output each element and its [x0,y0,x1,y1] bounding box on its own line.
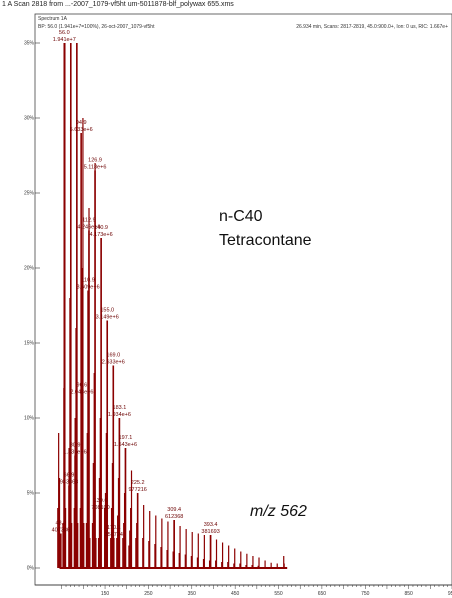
scan-info: 26.934 min, Scans: 2817-2819, 45.0:900.0… [296,24,448,30]
peak-label-abundance: 4.173e+6 [90,232,113,238]
peak-label-abundance: 1.336e+6 [64,450,87,456]
peak-label-mz: 169.0 [106,353,120,359]
x-tick-label: 750 [361,591,370,597]
peak-label-abundance: 1.934e+6 [108,412,131,418]
compound-name: n-C40 [219,208,263,225]
x-tick-label: 350 [188,591,197,597]
x-tick-label: 950 [448,591,452,597]
peak-label-mz: 80.9 [70,443,81,449]
peak-label-abundance: 3.609e+6 [77,285,100,291]
peak-label-mz: 139.6 [94,498,108,504]
peak-label-abundance: 3.149e+6 [96,315,119,321]
peak-label-mz: 48.0 [55,521,66,527]
peak-label-mz: 126.9 [88,158,102,164]
peak-label-abundance: 407386 [52,528,70,534]
y-tick-label: 35% [24,41,35,47]
compound-fullname: Tetracontane [219,232,312,249]
peak-label-abundance: 5.633e+6 [70,127,93,133]
peak-label-abundance: 4.246e+6 [77,225,100,231]
y-tick-label: 25% [24,191,35,197]
peak-label-abundance: 1.941e+7 [53,37,76,43]
chart-title: 1 A Scan 2818 from ...-2007_1079-vf5ht u… [2,1,234,8]
molecular-ion-label: m/z 562 [250,503,307,520]
x-tick-label: 550 [274,591,283,597]
peak-label-mz: 56.0 [59,30,70,36]
y-tick-label: 20% [24,266,35,272]
peak-label-abundance: 1.543e+6 [114,442,137,448]
peak-label-abundance: 2.043e+6 [70,390,93,396]
x-tick-label: 250 [144,591,153,597]
x-tick-label: 650 [318,591,327,597]
peak-label-mz: 66.9 [64,473,75,479]
peak-bars [57,43,288,569]
y-tick-label: 10% [24,416,35,422]
peak-label-mz: 112.9 [82,218,95,224]
peak-label-abundance: 2.633e+6 [102,360,125,366]
x-tick-label: 150 [101,591,110,597]
x-tick-label: 850 [404,591,413,597]
peak-label-mz: 183.1 [113,405,127,411]
peak-label-mz: 225.2 [131,480,145,486]
peak-label-abundance: 977216 [128,487,146,493]
peak-label-abundance: 381693 [201,529,219,535]
peak-label-mz: 309.4 [167,507,181,513]
peak-label-mz: 96.6 [77,383,88,389]
y-tick-label: 0% [27,566,35,572]
y-tick-label: 5% [27,491,35,497]
spectrum-label: Spectrum 1A [38,16,68,22]
peak-label-mz: 393.4 [204,522,218,528]
base-peak-info: BP: 56.0 (1.941e+7=100%), 26-oct-2007_10… [38,24,155,30]
peak-label-mz: 155.0 [100,308,114,314]
y-axis: 0% 5% 10% 15% 20% 25% 30% 35% [24,41,40,572]
peak-label-abundance: 708100 [91,505,109,511]
peak-label-mz: 140.9 [94,225,108,231]
peak-label-abundance: 983868 [60,480,78,486]
y-tick-label: 30% [24,116,35,122]
peak-label-mz: 110.9 [81,278,94,284]
peak-label-abundance: 612368 [165,514,183,520]
x-axis: 150 250 350 450 550 650 750 850 950 [35,584,452,597]
peak-label-mz: 94.9 [76,120,87,126]
peak-label-mz: 197.1 [119,435,133,441]
peak-label-abundance: 356724 [105,532,123,538]
peak-label-mz: 170.1 [107,525,121,531]
peak-label-abundance: 5.118e+6 [84,165,107,171]
peak-labels: 56.01.941e+7 94.95.633e+6 112.94.246e+6 126… [52,30,220,538]
x-tick-label: 450 [231,591,240,597]
y-tick-label: 15% [24,341,35,347]
